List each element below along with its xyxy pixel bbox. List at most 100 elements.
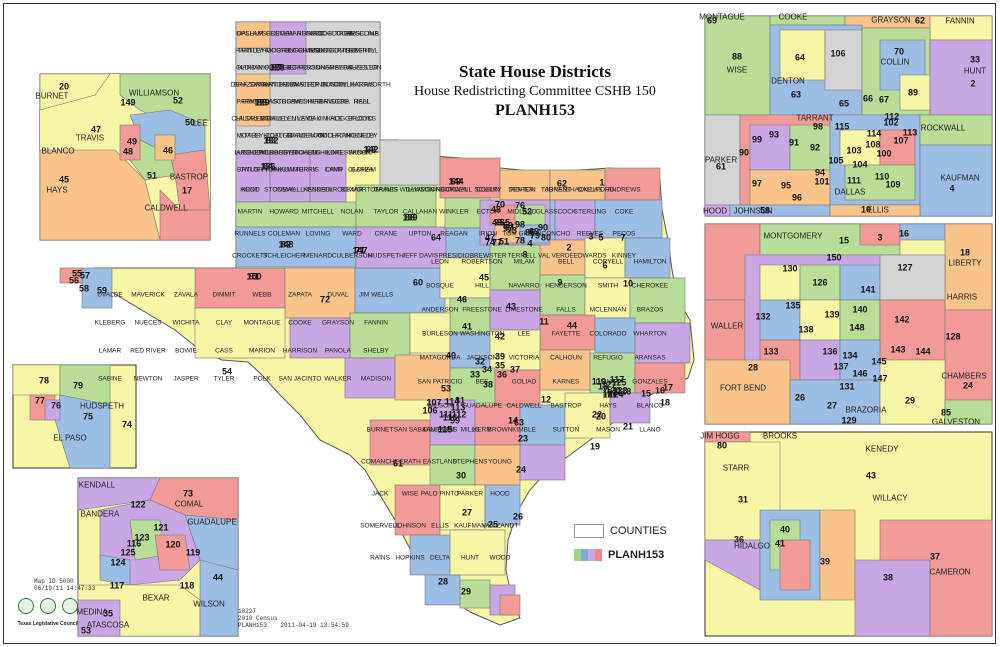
district-label: 38 xyxy=(482,379,494,390)
county-label: MARION xyxy=(249,347,275,355)
district-label: 15 xyxy=(640,388,652,399)
county-label: EASTLAND xyxy=(422,458,458,466)
district-label: 142 xyxy=(894,314,910,325)
county-label: LUBBOCK xyxy=(234,149,266,157)
district-label: 44 xyxy=(212,572,224,583)
district-label: 51 xyxy=(146,170,158,181)
district-label: 95 xyxy=(780,180,792,191)
district-label: 69 xyxy=(706,15,718,26)
county-label: VAN ZANDT xyxy=(481,522,519,530)
map-title: State House Districts xyxy=(458,62,612,81)
district-label: 17 xyxy=(662,382,674,393)
county-label: LAMB xyxy=(297,115,315,123)
district-label: 8 xyxy=(522,249,528,260)
county-label: HOOD xyxy=(490,490,510,498)
county-label: FREESTONE xyxy=(462,306,502,314)
district-label: 62 xyxy=(914,15,926,26)
district-label: 85 xyxy=(524,227,536,238)
logo-caption: Texas Legislative Council xyxy=(17,621,79,627)
county-label: HARTLEY xyxy=(235,47,265,55)
county-label: JIM HOGG xyxy=(700,431,740,441)
district-label: 105 xyxy=(828,155,844,166)
county-label: GREGG xyxy=(265,30,291,38)
district-label: 70 xyxy=(893,46,905,57)
county-label: BURNET xyxy=(35,91,69,101)
district-label: 16 xyxy=(898,228,910,239)
county-label: THROCKMORTON xyxy=(323,186,381,194)
district-label: 64 xyxy=(430,232,442,243)
county-label: WOOD xyxy=(489,554,511,562)
county-label: FRANKLIN xyxy=(261,166,295,174)
county-label: CHAMBERS xyxy=(941,371,987,381)
county-label: SHACKELFORD xyxy=(565,186,615,194)
county-label: HENDERSON xyxy=(545,282,587,290)
district-label: 53 xyxy=(440,383,452,394)
district-label: 41 xyxy=(774,538,786,549)
county-label: CHEROKEE xyxy=(631,282,669,290)
county-label: BAYLOR xyxy=(237,166,263,174)
district-label: 116 xyxy=(126,538,142,549)
inset-valley-map xyxy=(704,431,993,637)
district-label: 51 xyxy=(498,236,510,247)
county-label: GAINES xyxy=(373,186,399,194)
district-label: 47 xyxy=(484,232,496,243)
district-label: 96 xyxy=(791,192,803,203)
panhandle-grid xyxy=(194,21,447,319)
county-label: CHILDRESS xyxy=(315,149,353,157)
county-label: PALO PINTO xyxy=(420,490,460,498)
district-label: 139 xyxy=(402,212,418,223)
county-label: HARRISON xyxy=(282,347,318,355)
district-label: 46 xyxy=(162,145,174,156)
district-label: 31 xyxy=(737,494,749,505)
district-label: 144 xyxy=(915,346,931,357)
district-label: 36 xyxy=(733,534,745,545)
footer-line3: PLANH153 xyxy=(238,622,267,629)
district-label: 47 xyxy=(90,124,102,135)
district-label: 33 xyxy=(469,369,481,380)
county-label: FANNIN xyxy=(364,319,388,327)
county-label: GALVESTON xyxy=(342,64,382,72)
district-label: 75 xyxy=(82,411,94,422)
county-label: STONEWALL xyxy=(264,186,304,194)
district-label: 88 xyxy=(731,51,743,62)
county-label: BURNET xyxy=(366,426,394,434)
district-label: 72 xyxy=(319,294,331,305)
district-label: 137 xyxy=(833,361,849,372)
county-label: FORT BEND xyxy=(720,383,766,393)
county-label: ELLIS xyxy=(867,205,889,215)
county-label: WILLIAMSON xyxy=(128,88,180,98)
county-label: KAUFMAN xyxy=(454,522,486,530)
county-label: DIMMIT xyxy=(212,291,236,299)
district-label: 83 xyxy=(265,135,277,146)
county-label: ROCKWALL xyxy=(435,186,473,194)
county-label: FORT BEND xyxy=(259,81,297,89)
county-label: REAL xyxy=(353,98,371,106)
district-label: 63 xyxy=(513,417,525,428)
county-label: MENARD xyxy=(303,252,333,260)
county-label: HUTCHINSON xyxy=(284,47,328,55)
county-label: NACOGDOCHES xyxy=(308,30,360,38)
county-label: DALLAS xyxy=(577,186,603,194)
county-label: WICHITA xyxy=(172,319,200,327)
district-label: 124 xyxy=(110,557,126,568)
legend-counties: COUNTIES xyxy=(574,522,704,540)
county-label: COOKE xyxy=(288,319,312,327)
county-label: STEPHENS xyxy=(452,458,488,466)
county-label: UPTON xyxy=(408,230,432,238)
district-label: 97 xyxy=(502,223,514,234)
county-label: HEMPHILL xyxy=(345,47,379,55)
district-label: 32 xyxy=(474,356,486,367)
district-label: 128 xyxy=(945,331,961,342)
county-label: MARTIN xyxy=(237,208,263,216)
district-label: 107 xyxy=(426,397,442,408)
county-label: GUADALUPE xyxy=(187,517,237,527)
county-label: ROBERTS xyxy=(318,47,350,55)
county-label: ECTOR xyxy=(476,208,500,216)
county-label: HALE xyxy=(325,115,343,123)
district-label: 19 xyxy=(589,441,601,452)
county-label: GUADALUPE xyxy=(461,402,503,410)
county-label: KENEDY xyxy=(348,132,376,140)
county-label: GILLESPIE xyxy=(423,426,457,434)
county-label: WEBB xyxy=(252,291,272,299)
seal-icon xyxy=(18,598,34,614)
